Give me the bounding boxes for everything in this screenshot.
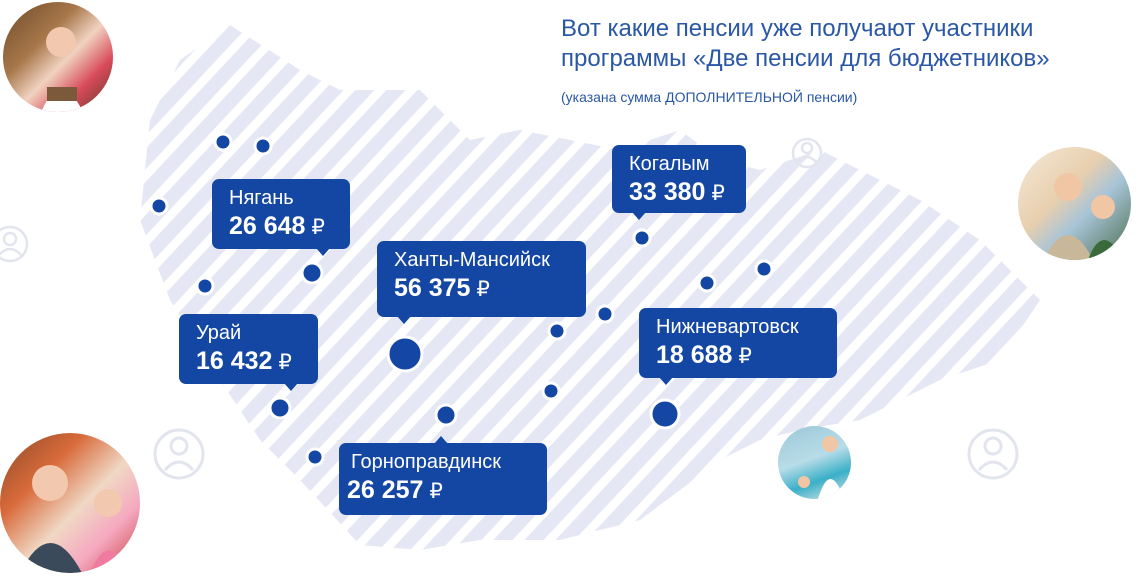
city-name: Когалым xyxy=(629,153,710,175)
ruble-sign: ₽ xyxy=(476,278,490,301)
map-dot xyxy=(632,228,652,248)
map-dot xyxy=(697,273,717,293)
map-dot xyxy=(754,259,774,279)
map-dot xyxy=(547,321,567,341)
ruble-sign: ₽ xyxy=(711,182,725,205)
city-bubble-uray: Урай 16 432 ₽ xyxy=(179,314,318,391)
ruble-sign: ₽ xyxy=(429,480,443,503)
map-stripe xyxy=(1067,0,1139,577)
pension-amount: 26 257 ₽ xyxy=(347,476,443,504)
city-bubble-kogalym: Когалым 33 380 ₽ xyxy=(612,145,746,220)
map-stripe xyxy=(140,25,486,550)
ruble-sign: ₽ xyxy=(738,345,752,368)
pension-amount: 26 648 ₽ xyxy=(229,212,325,240)
pension-amount: 33 380 ₽ xyxy=(629,178,725,206)
person-icon xyxy=(791,137,823,169)
person-icon xyxy=(153,428,205,480)
map-stripe xyxy=(140,25,393,550)
map-dot xyxy=(305,447,325,467)
photo-teacher-with-pupil xyxy=(0,433,140,573)
heading-line-1: Вот какие пенсии уже получают участники xyxy=(561,15,1034,42)
map-stripe xyxy=(140,25,424,550)
map-stripe xyxy=(1030,25,1040,550)
map-stripe xyxy=(140,25,517,550)
heading-line-2: программы «Две пенсии для бюджетников» xyxy=(561,45,1050,72)
page-heading: Вот какие пенсии уже получают участники … xyxy=(561,14,1131,74)
map-stripe xyxy=(937,25,1040,550)
city-name: Нягань xyxy=(229,187,294,209)
ruble-sign: ₽ xyxy=(311,216,325,239)
map-dot xyxy=(434,403,458,427)
heading-note: (указана сумма ДОПОЛНИТЕЛЬНОЙ пенсии) xyxy=(561,89,858,105)
map-stripe xyxy=(140,25,362,550)
map-stripe xyxy=(140,25,300,550)
person-icon xyxy=(967,428,1019,480)
map-dot xyxy=(386,335,424,373)
city-bubble-nyagan: Нягань 26 648 ₽ xyxy=(212,179,350,256)
map-dot xyxy=(213,132,233,152)
person-icon xyxy=(0,225,29,263)
city-bubble-khanty-mansiysk: Ханты-Мансийск 56 375 ₽ xyxy=(377,241,586,324)
map-stripe xyxy=(140,25,269,550)
pension-amount: 18 688 ₽ xyxy=(656,341,752,369)
map-dot xyxy=(149,196,169,216)
map-dot xyxy=(649,398,681,430)
city-name: Урай xyxy=(196,322,242,344)
city-name: Горноправдинск xyxy=(351,451,502,473)
city-name: Ханты-Мансийск xyxy=(394,249,550,271)
map-dot xyxy=(253,136,273,156)
pension-amount: 56 375 ₽ xyxy=(394,274,490,302)
map-stripe xyxy=(1098,0,1139,577)
map-stripe xyxy=(565,25,1040,550)
photo-teacher-with-books xyxy=(3,2,113,112)
city-bubble-nizhnevartovsk: Нижневартовск 18 688 ₽ xyxy=(639,308,837,385)
photo-swim-coach xyxy=(778,426,851,499)
map-stripe xyxy=(140,25,331,550)
map-dot xyxy=(595,304,615,324)
city-bubble-gornopravdinsk: Горноправдинск 26 257 ₽ xyxy=(339,436,547,515)
city-name: Нижневартовск xyxy=(656,316,799,338)
photo-mother-with-child xyxy=(1018,147,1131,260)
map-dot xyxy=(268,396,292,420)
map-dot xyxy=(195,276,215,296)
ruble-sign: ₽ xyxy=(278,351,292,374)
map-dot xyxy=(300,261,324,285)
map-stripe xyxy=(968,25,1040,550)
map-dot xyxy=(541,381,561,401)
pension-amount: 16 432 ₽ xyxy=(196,347,292,375)
map-stripe xyxy=(1129,0,1139,577)
